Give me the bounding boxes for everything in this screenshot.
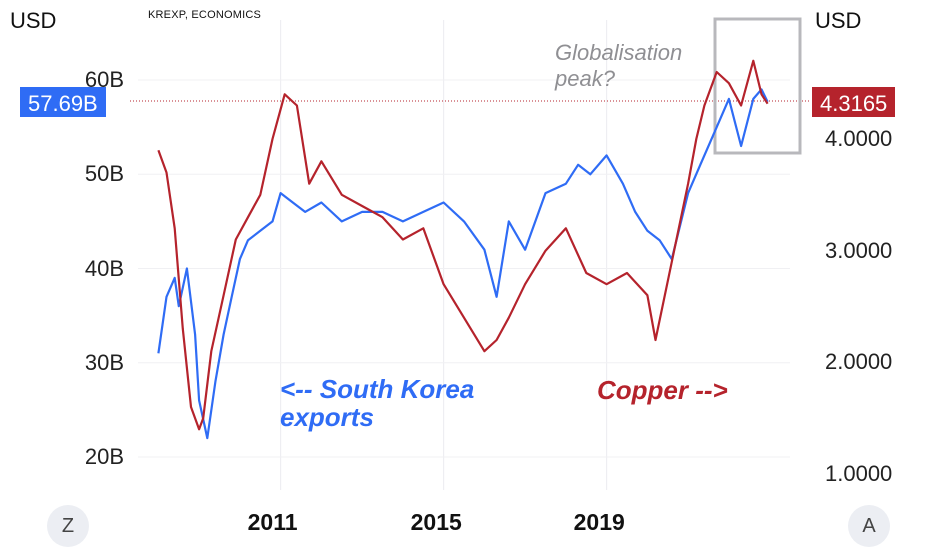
south-korea-annotation: <-- South Korea exports (280, 375, 474, 431)
globalisation-annotation: Globalisation peak? (555, 40, 682, 92)
globalisation-box (713, 17, 802, 155)
x-tick: 2015 (410, 509, 462, 535)
x-tick: 2019 (573, 509, 625, 535)
right-axis-unit: USD (815, 8, 862, 33)
auto-scale-button[interactable]: A (848, 505, 890, 547)
copper-line (157, 59, 769, 431)
y-left-tick: 20B (84, 444, 124, 469)
globalisation-line2: peak? (555, 66, 615, 91)
y-right-tick: 4.0000 (825, 126, 893, 151)
globalisation-line1: Globalisation (555, 40, 683, 65)
y-left-tick: 30B (84, 349, 124, 375)
zoom-button[interactable]: Z (47, 505, 89, 547)
left-axis-unit: USD (10, 8, 57, 33)
x-tick: 2011 (247, 509, 298, 535)
y-right-tick: 2.0000 (825, 349, 893, 375)
source-label: KREXP, ECONOMICS (148, 9, 262, 21)
y-left-tick: 40B (84, 255, 124, 281)
y-right-tick: 1.0000 (825, 461, 893, 486)
copper-annotation: Copper --> (597, 375, 728, 405)
south-korea-line2: exports (280, 402, 374, 432)
right-price-tag: 4.3165 (812, 87, 896, 117)
y-right-tick: 3.0000 (825, 237, 893, 263)
y-left-tick: 50B (84, 161, 124, 187)
south-korea-line1: <-- South Korea (280, 374, 475, 404)
left-price-tag: 57.69B (20, 87, 106, 117)
